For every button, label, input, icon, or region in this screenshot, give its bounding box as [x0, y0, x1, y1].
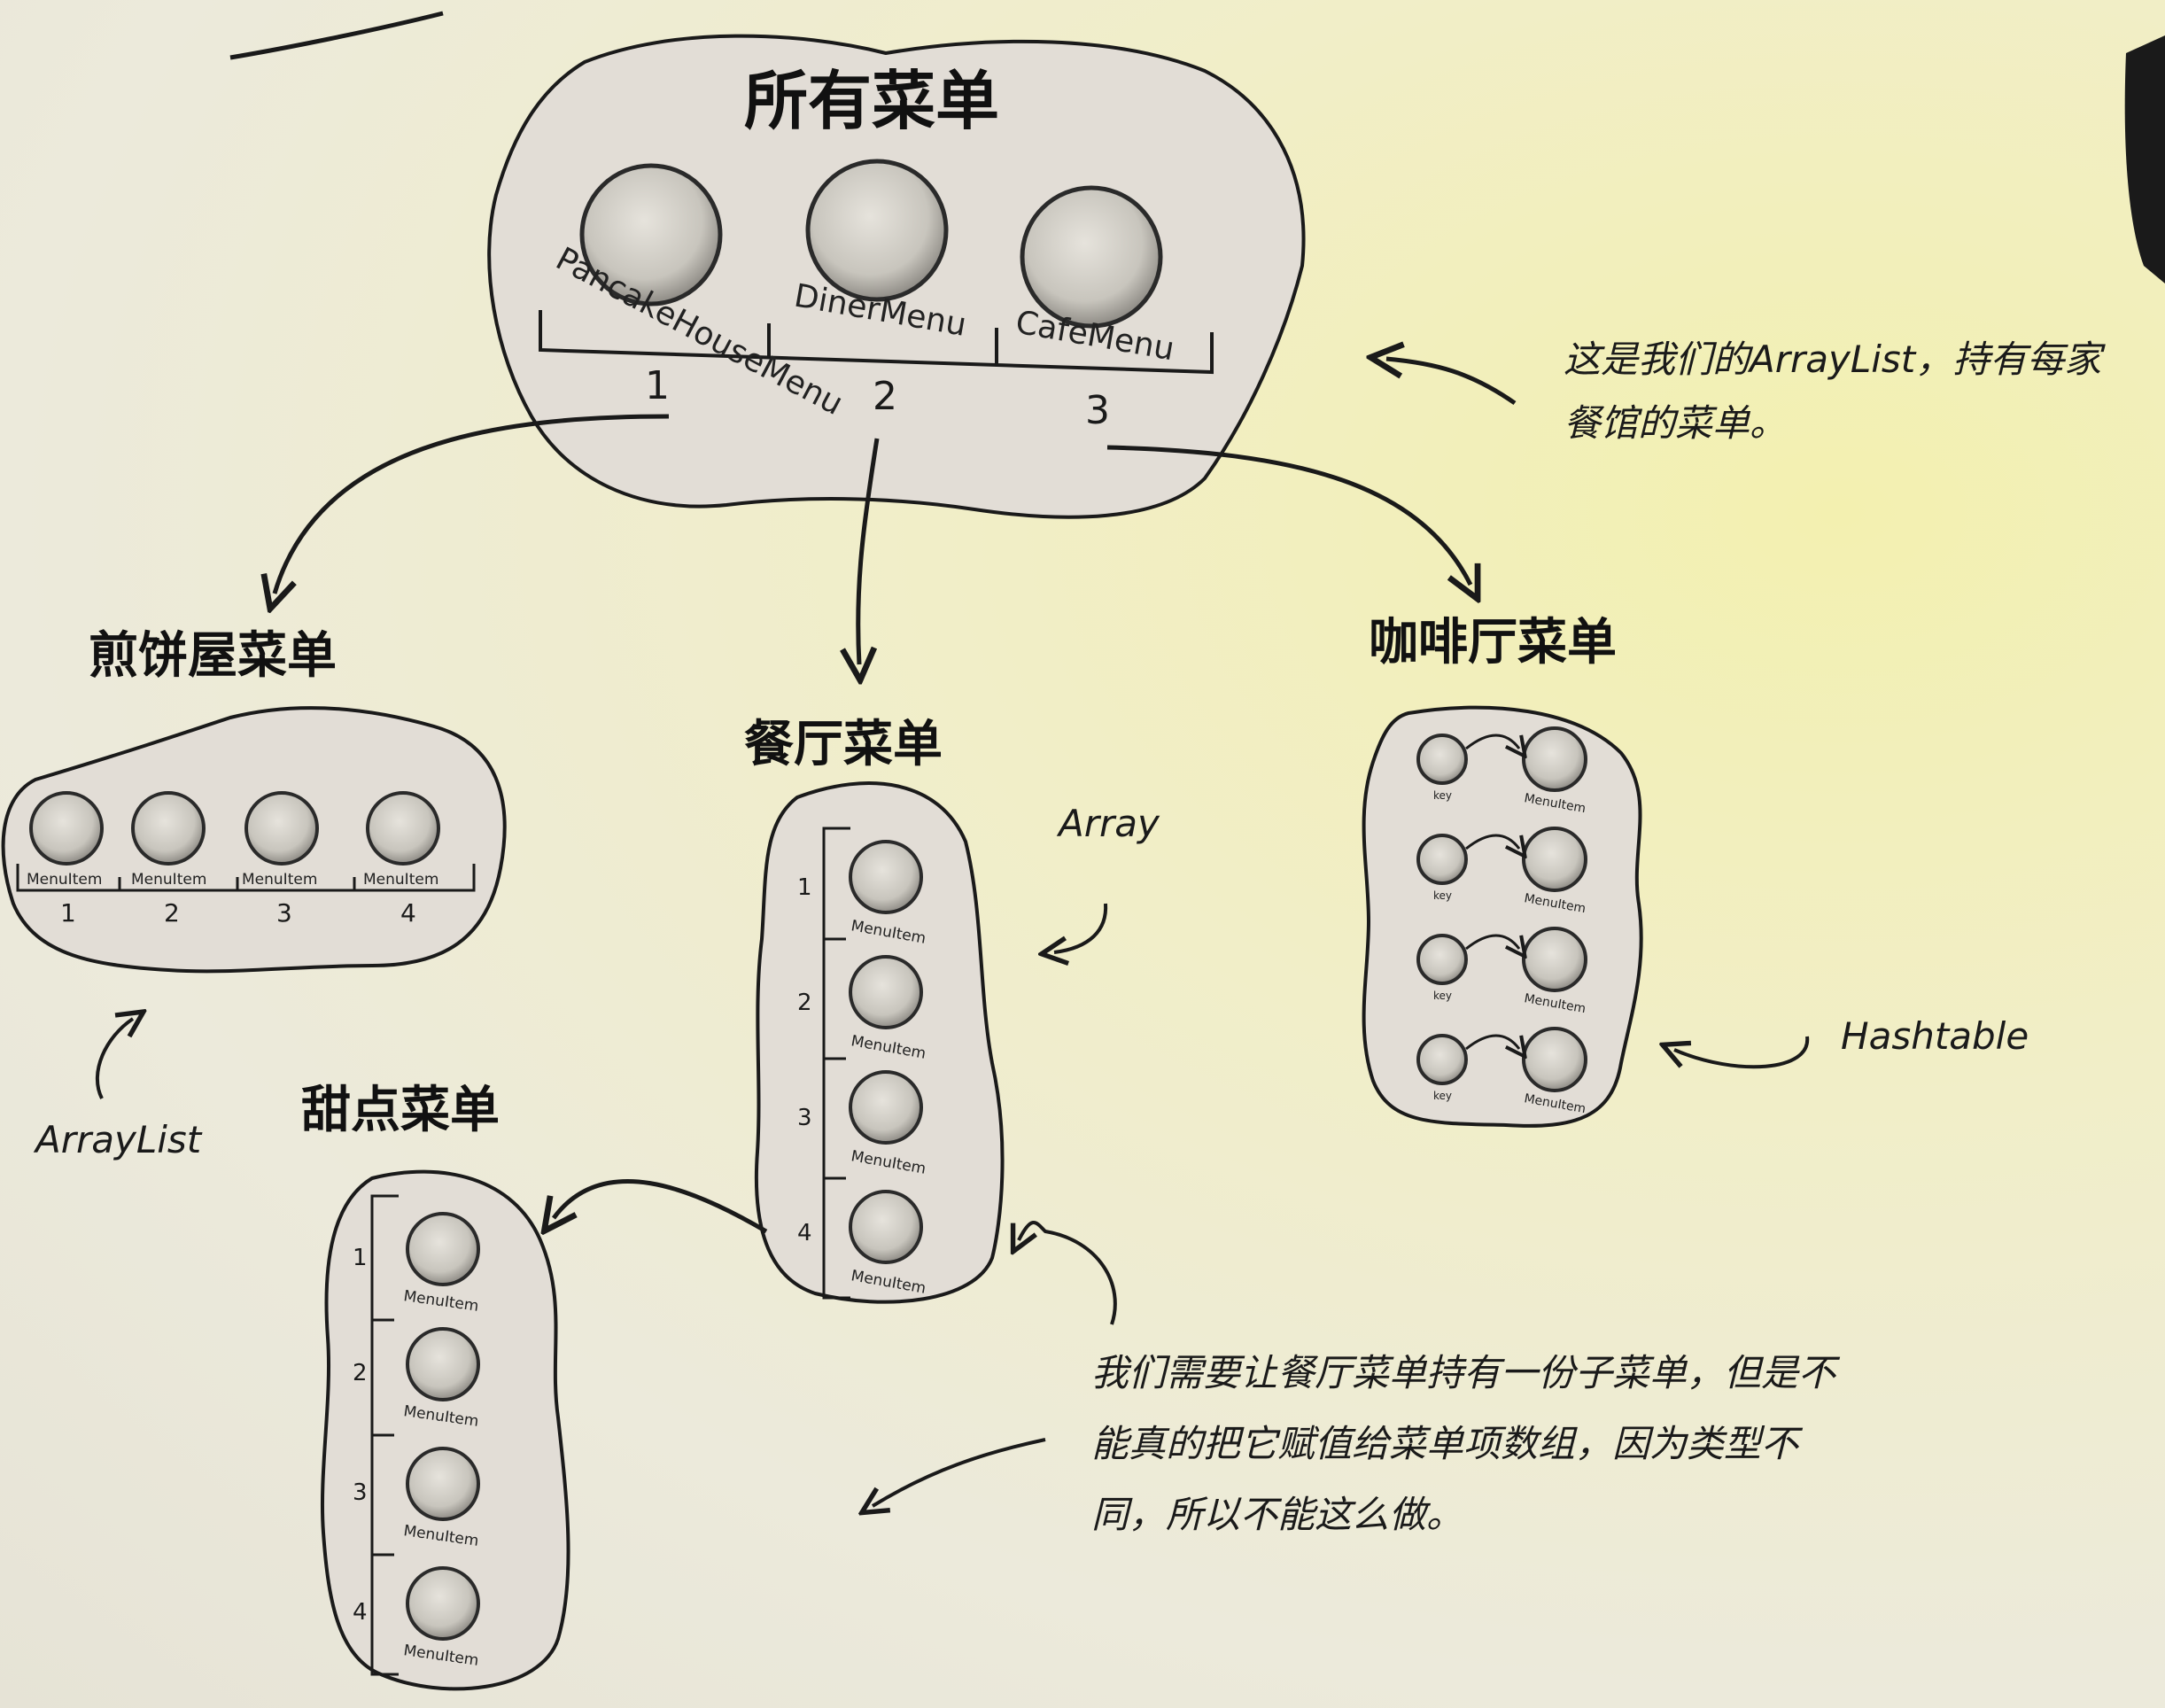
cafe-menuitem-circle-1	[1522, 726, 1587, 792]
cafe-menu-heading: 咖啡厅菜单	[1369, 614, 1617, 672]
diner-index-3: 3	[797, 1105, 812, 1131]
arrow-to-cafe	[1106, 445, 1470, 585]
pancake-menuitem-label-2: MenuItem	[131, 871, 206, 889]
cafe-menuitem-circle-4	[1522, 1027, 1587, 1092]
pancake-menuitem-label-4: MenuItem	[363, 871, 438, 889]
arraylist-note-line-2: 餐馆的菜单。	[1564, 401, 1788, 445]
all-menus-index-1: 1	[645, 363, 670, 408]
cafe-key-label-3: key	[1433, 990, 1452, 1002]
submenu-note: 我们需要让餐厅菜单持有一份子菜单，但是不 能真的把它赋值给菜单项数组，因为类型不…	[1091, 1338, 1995, 1550]
submenu-note-line-1: 我们需要让餐厅菜单持有一份子菜单，但是不	[1091, 1351, 1836, 1394]
array-pointer-arrow	[1054, 903, 1108, 952]
cafe-key-label-2: key	[1433, 889, 1452, 902]
hashtable-label: Hashtable	[1841, 1014, 2029, 1058]
arrow-to-pancake	[275, 414, 670, 594]
dessert-menuitem-circle-2	[406, 1327, 480, 1401]
array-label: Array	[1059, 802, 1160, 845]
pancake-menuitem-circle-1	[29, 791, 104, 866]
diner-index-4: 4	[797, 1220, 812, 1246]
cafe-map-arrow-3	[1465, 934, 1519, 949]
dessert-index-4: 4	[353, 1599, 368, 1626]
decorative-stroke	[229, 11, 444, 60]
diner-index-2: 2	[797, 990, 812, 1016]
pancake-index-3: 3	[276, 898, 292, 928]
diner-index-1: 1	[797, 874, 812, 901]
pancake-bracket	[16, 864, 476, 892]
cafe-menu-circle	[1020, 185, 1163, 329]
cafe-key-circle-1	[1416, 734, 1468, 785]
pancake-menuitem-circle-4	[366, 791, 440, 866]
arrow-note-to-diner	[1019, 1221, 1117, 1325]
all-menus-index-3: 3	[1085, 388, 1110, 433]
pancake-menuitem-circle-2	[131, 791, 206, 866]
cafe-key-circle-3	[1416, 934, 1468, 985]
dessert-menu-blob	[320, 1169, 570, 1691]
arrow-note-to-all-menus	[1386, 359, 1517, 406]
page-edge-shadow	[2124, 35, 2165, 283]
arrow-diner-to-dessert	[554, 1179, 768, 1231]
pancake-menuitem-label-3: MenuItem	[242, 871, 317, 889]
all-menus-index-2: 2	[873, 374, 897, 419]
diner-menu-blob	[754, 781, 1005, 1304]
pancake-index-2: 2	[164, 898, 180, 928]
diner-menuitem-circle-2	[849, 955, 923, 1029]
cafe-menuitem-circle-2	[1522, 827, 1587, 892]
cafe-map-arrow-2	[1465, 834, 1519, 849]
dessert-index-1: 1	[353, 1245, 368, 1271]
pancake-menu-items: MenuItem MenuItem MenuItem MenuItem 1 2 …	[16, 791, 476, 928]
pancake-index-1: 1	[60, 898, 76, 928]
diner-bracket	[822, 827, 850, 1300]
diner-menu-heading: 餐厅菜单	[744, 716, 943, 773]
dessert-menuitem-circle-3	[406, 1447, 480, 1521]
dessert-menuitem-circle-4	[406, 1566, 480, 1641]
hashtable-pointer-arrow	[1674, 1036, 1810, 1069]
dessert-index-3: 3	[353, 1479, 368, 1506]
cafe-key-circle-2	[1416, 834, 1468, 885]
pancake-menuitem-label-1: MenuItem	[27, 871, 102, 889]
submenu-note-line-2: 能真的把它赋值给菜单项数组，因为类型不	[1091, 1422, 1799, 1465]
arraylist-pointer-arrow	[96, 1019, 133, 1099]
all-menus-heading: 所有菜单	[744, 64, 1000, 138]
arraylist-note: 这是我们的ArrayList，持有每家 餐馆的菜单。	[1564, 328, 2165, 455]
arraylist-note-line-1: 这是我们的ArrayList，持有每家	[1564, 338, 2102, 381]
cafe-menu-blob	[1362, 705, 1643, 1128]
pancake-menuitem-circle-3	[244, 791, 319, 866]
cafe-menuitem-circle-3	[1522, 927, 1587, 992]
cafe-key-label-4: key	[1433, 1090, 1452, 1102]
dessert-menuitem-circle-1	[406, 1212, 480, 1286]
diner-menu-circle	[805, 159, 949, 302]
diner-menuitem-circle-4	[849, 1190, 923, 1264]
cafe-key-circle-4	[1416, 1034, 1468, 1085]
all-menus-bracket	[539, 310, 1214, 375]
pancake-menu-heading: 煎饼屋菜单	[89, 627, 337, 685]
arraylist-label: ArrayList	[35, 1118, 202, 1161]
cafe-key-label-1: key	[1433, 789, 1452, 802]
arrow-to-diner	[858, 438, 880, 664]
submenu-note-line-3: 同，所以不能这么做。	[1091, 1493, 1464, 1536]
arrow-note-left	[873, 1438, 1046, 1506]
dessert-index-2: 2	[353, 1360, 368, 1386]
pancake-index-4: 4	[400, 898, 416, 928]
dessert-menu-heading: 甜点菜单	[301, 1082, 500, 1139]
cafe-map-arrow-4	[1465, 1034, 1519, 1049]
diner-menuitem-circle-3	[849, 1070, 923, 1145]
dessert-bracket	[370, 1194, 399, 1676]
pancake-house-menu-circle	[579, 163, 723, 307]
cafe-map-arrow-1	[1465, 734, 1519, 749]
diner-menuitem-circle-1	[849, 840, 923, 914]
